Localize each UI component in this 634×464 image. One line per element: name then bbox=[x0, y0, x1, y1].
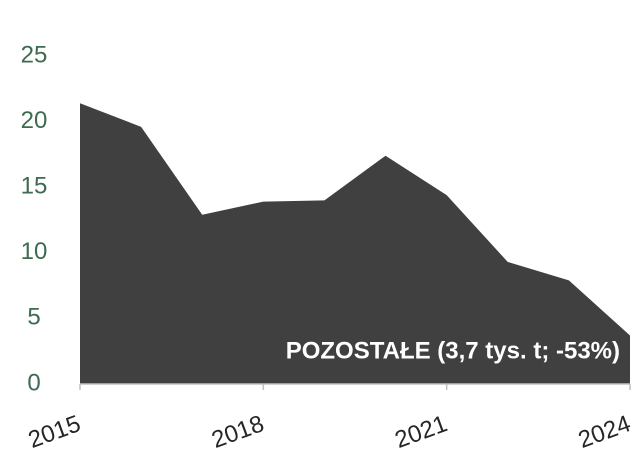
y-tick-label: 20 bbox=[21, 107, 48, 134]
area bbox=[80, 103, 630, 385]
x-tick-label: 2015 bbox=[25, 410, 84, 454]
x-tick-label: 2021 bbox=[391, 410, 450, 454]
y-tick-label: 0 bbox=[27, 369, 40, 396]
y-tick-label: 15 bbox=[21, 173, 48, 200]
x-tick-label: 2018 bbox=[208, 410, 267, 454]
x-tick-label: 2024 bbox=[575, 410, 634, 454]
y-tick-label: 10 bbox=[21, 238, 48, 265]
annotation: POZOSTAŁE (3,7 tys. t; -53%) bbox=[286, 337, 620, 364]
y-tick-label: 25 bbox=[21, 41, 48, 68]
y-tick-label: 5 bbox=[27, 304, 40, 331]
